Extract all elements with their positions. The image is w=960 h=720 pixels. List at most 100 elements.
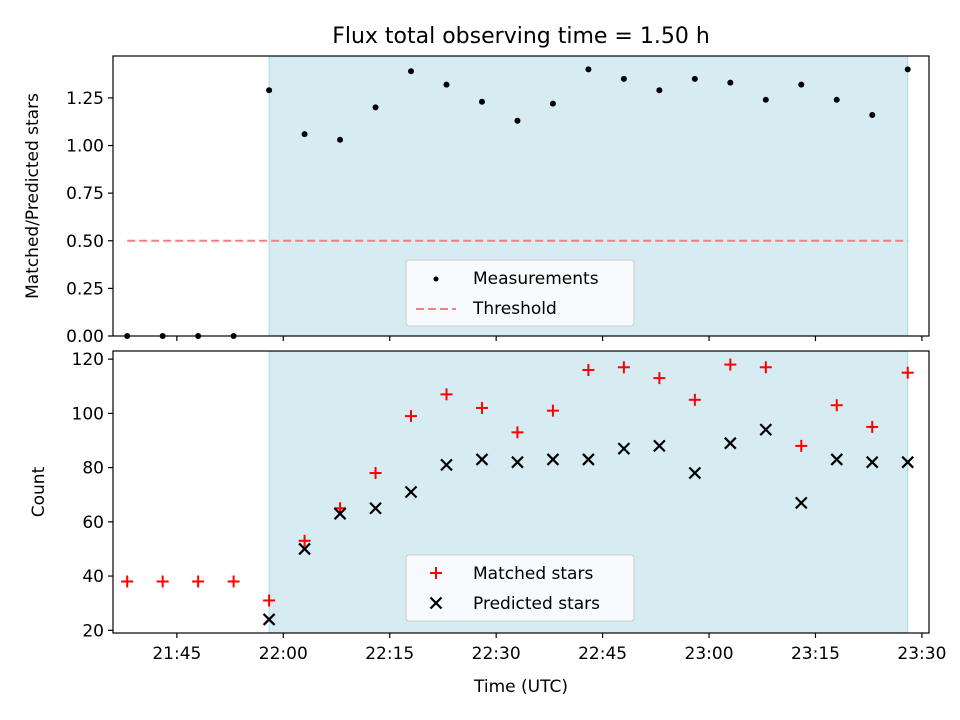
ratio-legend-box [405, 259, 635, 327]
y-tick-label: 0.50 [66, 232, 104, 252]
matched-star-point [617, 361, 630, 374]
predicted-star-point [440, 458, 453, 472]
y-tick-label: 80 [82, 459, 104, 479]
count-marks [121, 358, 914, 626]
matched-star-point [653, 372, 666, 385]
measurement-point [762, 96, 769, 103]
measurement-point [372, 104, 379, 111]
matched-star-point [405, 410, 418, 423]
y-tick-label: 120 [72, 350, 104, 370]
legend-measurements-marker [433, 276, 439, 282]
x-tick-label: 22:00 [259, 644, 308, 664]
matched-star-point [192, 575, 205, 588]
measurement-point [833, 96, 840, 103]
predicted-star-point [546, 453, 560, 466]
measurement-point [691, 75, 698, 82]
count-legend-box [405, 554, 635, 622]
measurement-point [478, 98, 485, 105]
y-tick-label: 0.25 [66, 279, 104, 299]
measurement-point [301, 131, 308, 138]
matched-star-point [830, 399, 843, 412]
measurement-point [266, 87, 273, 94]
matched-star-point [121, 575, 134, 588]
predicted-star-point [298, 542, 311, 556]
predicted-star-point [795, 496, 808, 510]
measurement-point [904, 66, 911, 73]
predicted-star-point [369, 501, 382, 515]
count-panel: 20 40 60 80 100 120 21:45 22:00 22:15 22:30 22:45… [29, 350, 946, 697]
legend-plus [430, 567, 442, 579]
y-tick-label: 1.25 [66, 89, 104, 109]
legend-matched-marker [430, 567, 442, 579]
matched-star-point [724, 358, 737, 371]
measurement-point [869, 112, 876, 119]
y-tick-label: 0.75 [66, 184, 104, 204]
count-legend: Matched stars Predicted stars [405, 554, 635, 622]
ratio-x-ticks [176, 336, 923, 341]
predicted-star-point [830, 453, 844, 466]
measurement-point [337, 136, 344, 143]
measurement-point [514, 117, 521, 124]
legend-matched-label: Matched stars [473, 564, 593, 584]
count-y-axis-label: Count [29, 466, 49, 517]
x-tick-label: 21:45 [152, 644, 201, 664]
measurement-point [727, 79, 734, 86]
y-tick-label: 40 [82, 567, 104, 587]
y-tick-label: 1.00 [66, 137, 104, 157]
predicted-star-point [653, 439, 666, 453]
x-tick-label: 22:30 [472, 644, 521, 664]
predicted-star-point [511, 455, 524, 469]
x-tick-label: 22:15 [365, 644, 414, 664]
matched-star-point [546, 404, 559, 417]
x-tick-label: 23:00 [685, 644, 734, 664]
measurement-point [798, 81, 805, 88]
y-tick-label: 60 [82, 513, 104, 533]
ratio-y-axis-label: Matched/Predicted stars [23, 93, 43, 299]
x-tick-label: 23:15 [791, 644, 840, 664]
matched-star-point [582, 363, 595, 376]
predicted-star-point [333, 507, 347, 520]
predicted-star-point [759, 423, 773, 436]
predicted-star-point [262, 613, 276, 626]
count-y-ticks: 20 40 60 80 100 120 [72, 350, 113, 641]
measurement-point [656, 87, 663, 94]
ratio-legend: Measurements Threshold [405, 259, 635, 327]
predicted-star-point [724, 436, 737, 450]
measurement-point [620, 75, 627, 82]
matched-star-point [511, 426, 524, 439]
x-axis-label: Time (UTC) [473, 677, 568, 697]
predicted-star-point [475, 453, 489, 466]
predicted-star-point [617, 442, 631, 455]
y-tick-label: 0.00 [66, 327, 104, 347]
matched-star-point [156, 575, 169, 588]
measurement-point [585, 66, 592, 73]
matched-star-point [688, 393, 701, 406]
matched-star-point [901, 366, 914, 379]
predicted-star-point [865, 455, 879, 469]
matched-star-point [227, 575, 240, 588]
legend-cross [429, 596, 443, 610]
legend-measurements-label: Measurements [473, 269, 599, 289]
ratio-panel: 0.00 0.25 0.50 0.75 1.00 1.25 Matched/Predict… [23, 55, 930, 347]
matched-star-point [795, 439, 808, 452]
matched-star-point [440, 388, 453, 401]
predicted-star-point [404, 485, 418, 499]
x-tick-label: 22:45 [578, 644, 627, 664]
measurement-point [549, 100, 556, 107]
legend-predicted-marker [429, 596, 443, 610]
matched-star-point [263, 594, 276, 607]
ratio-axes-frame [112, 55, 930, 337]
ratio-y-ticks: 0.00 0.25 0.50 0.75 1.00 1.25 [66, 89, 113, 347]
count-x-ticks: 21:45 22:00 22:15 22:30 22:45 23:00 23:15 23:30 [152, 633, 946, 664]
predicted-star-point [901, 455, 914, 469]
matched-star-point [866, 420, 879, 433]
legend-threshold-label: Threshold [472, 299, 557, 319]
matched-star-point [369, 467, 382, 480]
matched-star-point [759, 361, 772, 374]
predicted-star-point [688, 466, 702, 480]
predicted-star-point [582, 453, 595, 466]
legend-predicted-label: Predicted stars [473, 594, 600, 614]
measurement-point [443, 81, 450, 88]
count-axes-frame [112, 350, 930, 634]
